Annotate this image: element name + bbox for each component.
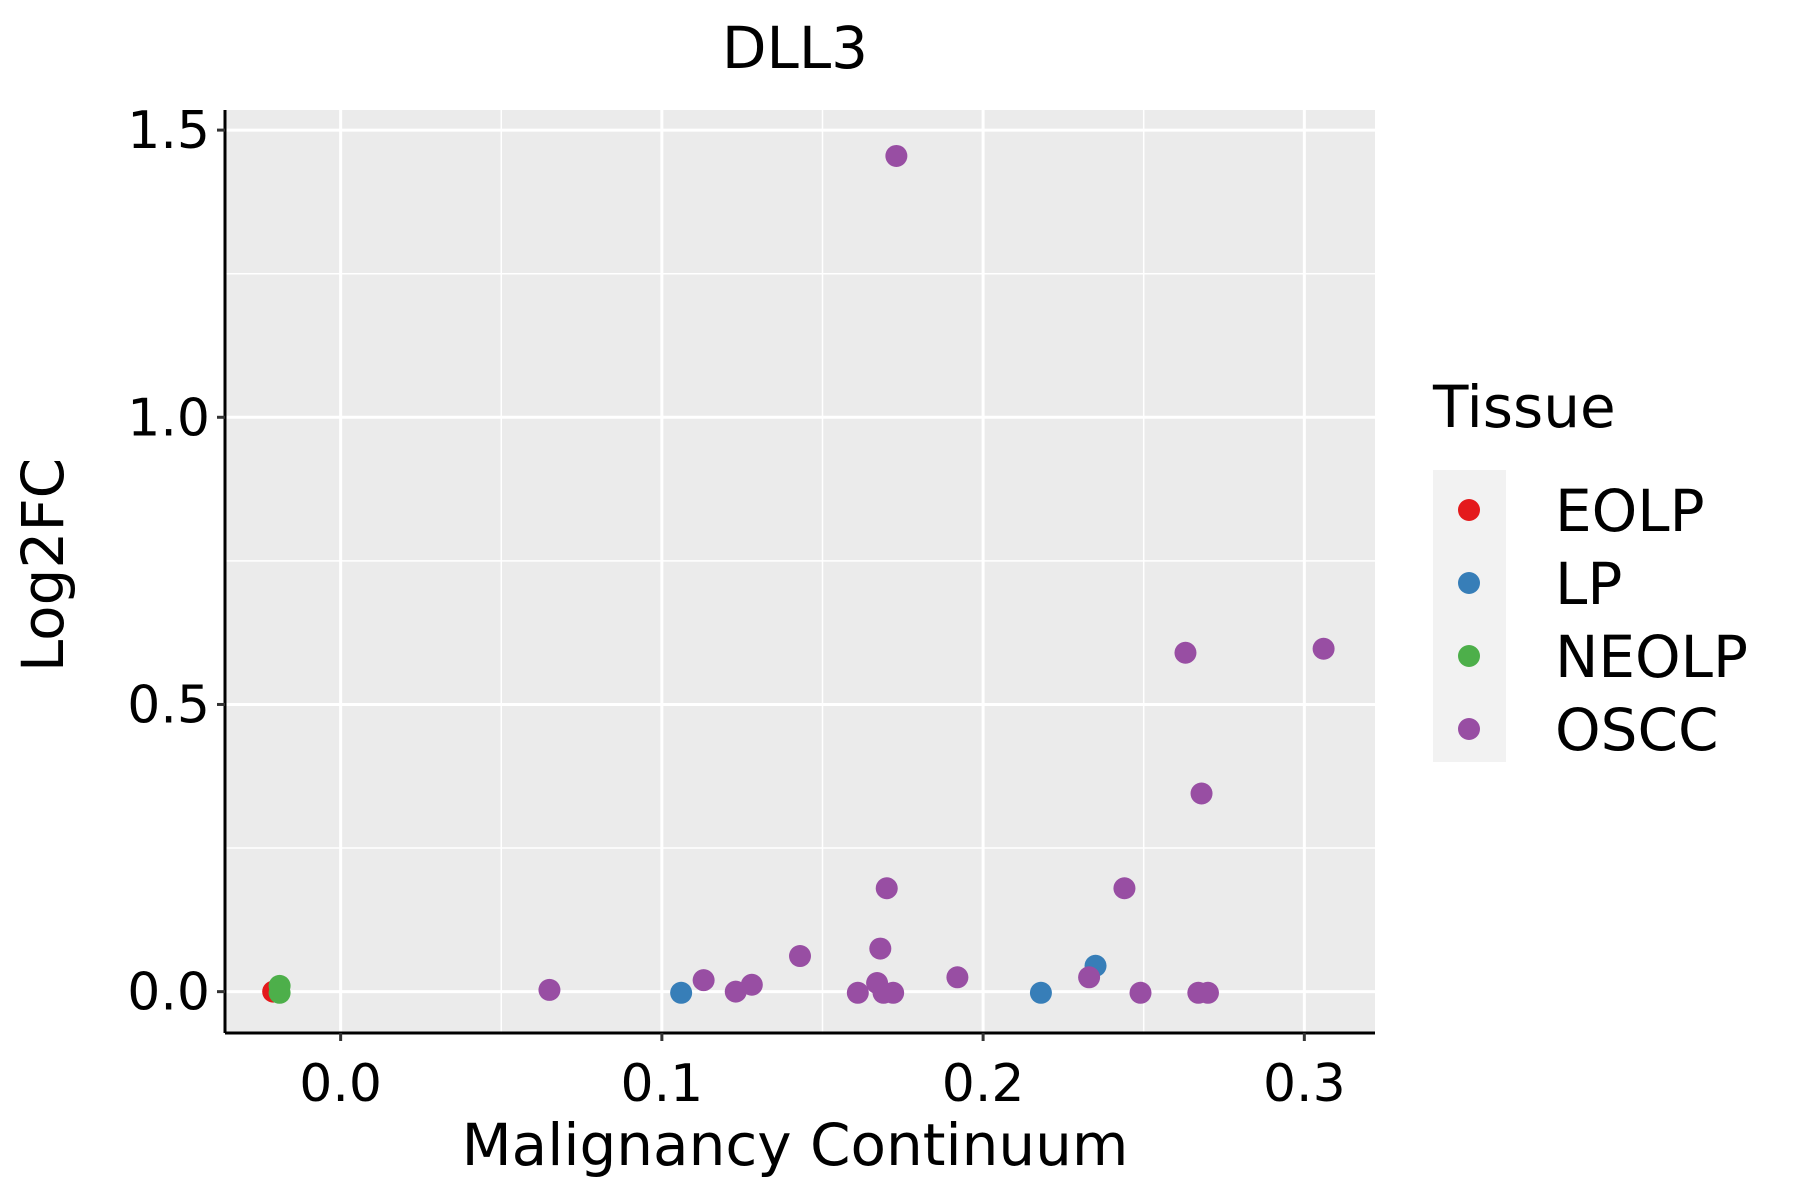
minor-gridlines: [225, 110, 1375, 1033]
major-gridlines: [225, 110, 1375, 1033]
x-axis-ticks: 0.0 0.1 0.2 0.3: [299, 1033, 1346, 1114]
axes: [223, 110, 1375, 1035]
point-oscc: [789, 945, 811, 968]
legend-label-neolp: NEOLP: [1555, 623, 1748, 691]
x-tick-label: 0.0: [299, 1054, 382, 1114]
point-oscc: [1078, 966, 1101, 989]
point-oscc: [692, 969, 715, 992]
point-oscc: [885, 144, 908, 167]
point-oscc: [1196, 981, 1219, 1004]
y-tick-label: 0.5: [127, 675, 210, 735]
legend-key-neolp: [1458, 645, 1480, 667]
y-axis-title: Log2FC: [9, 458, 77, 672]
plot-panel: [225, 110, 1375, 1033]
legend-key-eolp: [1458, 499, 1480, 521]
point-oscc: [1113, 877, 1136, 900]
y-tick-label: 1.5: [127, 101, 210, 161]
y-tick-label: 0.0: [127, 963, 210, 1023]
y-axis-ticks: 0.0 0.5 1.0 1.5: [127, 101, 225, 1023]
point-oscc: [740, 973, 763, 996]
point-oscc: [946, 966, 969, 989]
chart-title: DLL3: [722, 14, 868, 82]
point-oscc: [1174, 641, 1197, 664]
point-lp: [670, 981, 693, 1004]
x-tick-label: 0.1: [621, 1054, 704, 1114]
point-oscc: [538, 978, 561, 1001]
point-oscc: [1129, 981, 1152, 1004]
point-lp: [1029, 981, 1052, 1004]
point-oscc: [882, 981, 905, 1004]
x-axis-title: Malignancy Continuum: [462, 1111, 1129, 1179]
point-oscc: [846, 981, 869, 1004]
legend-title: Tissue: [1432, 373, 1616, 441]
legend-label-lp: LP: [1555, 550, 1622, 618]
x-tick-label: 0.3: [1263, 1054, 1346, 1114]
legend-key-lp: [1458, 572, 1480, 594]
legend-label-oscc: OSCC: [1555, 696, 1718, 764]
point-oscc: [1312, 637, 1335, 660]
point-oscc: [875, 877, 898, 900]
legend-key-oscc: [1458, 718, 1480, 740]
y-tick-label: 1.0: [127, 388, 210, 448]
legend-label-eolp: EOLP: [1555, 477, 1705, 545]
point-oscc: [1190, 782, 1213, 805]
x-tick-label: 0.2: [942, 1054, 1025, 1114]
point-neolp: [268, 981, 291, 1004]
point-oscc: [869, 937, 892, 960]
data-points: [262, 144, 1335, 1004]
